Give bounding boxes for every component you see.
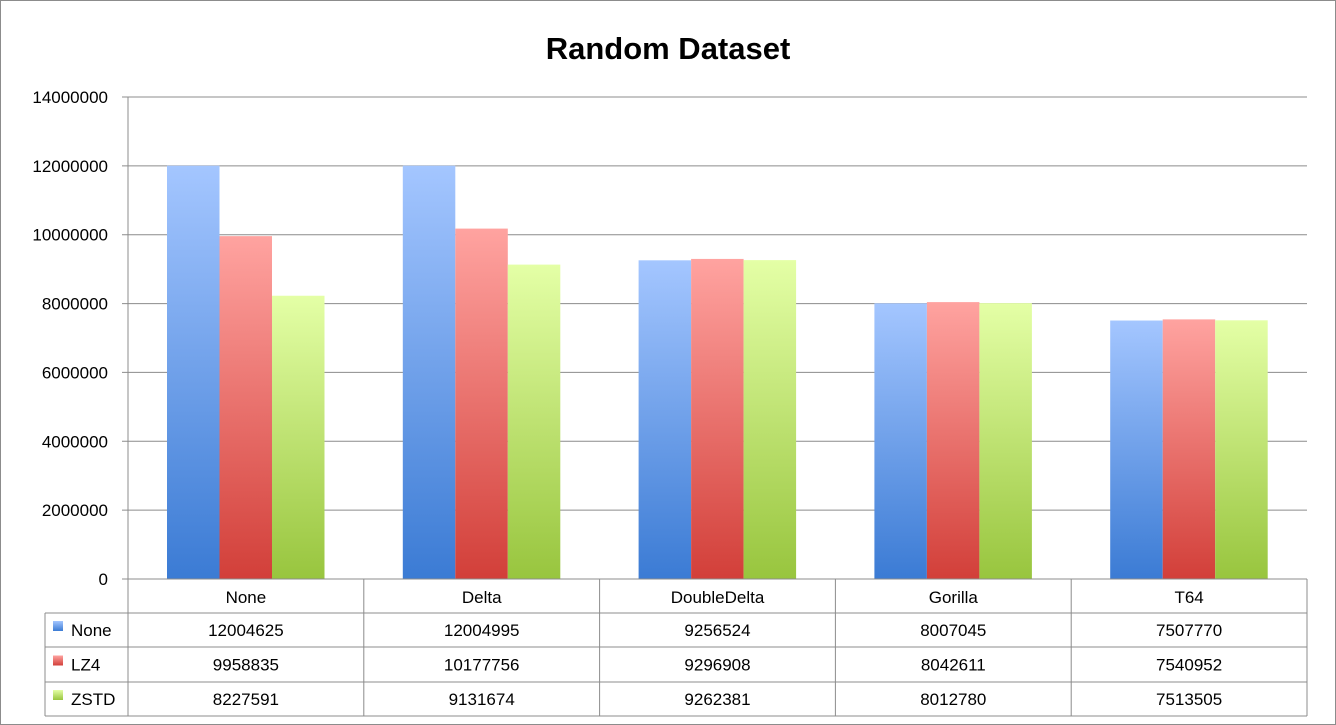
category-label: Gorilla (929, 588, 979, 607)
table-value: 9131674 (449, 690, 515, 709)
bar-none-doubledelta (638, 260, 692, 579)
y-tick-label: 12000000 (32, 157, 108, 176)
category-label: None (226, 588, 267, 607)
table-value: 12004995 (444, 621, 520, 640)
y-axis: 0 2000000 4000000 6000000 8000000 10000000 120… (32, 88, 129, 589)
bar-zstd-t64 (1215, 320, 1268, 579)
table-value: 9958835 (213, 656, 279, 675)
y-tick-label: 14000000 (32, 88, 108, 107)
chart-title: Random Dataset (546, 31, 791, 66)
category-label: Delta (462, 588, 502, 607)
bar-zstd-doubledelta (743, 260, 797, 579)
y-tick-label: 0 (99, 570, 108, 589)
y-tick-label: 10000000 (32, 226, 108, 245)
category-label: T64 (1174, 588, 1203, 607)
table-value: 9256524 (684, 621, 750, 640)
legend-label: LZ4 (71, 656, 100, 675)
bar-zstd-none (272, 295, 325, 579)
table-value: 8227591 (213, 690, 279, 709)
y-tick-label: 8000000 (42, 295, 108, 314)
legend-label: ZSTD (71, 690, 115, 709)
bars (167, 165, 1268, 579)
table-value: 8007045 (920, 621, 986, 640)
bar-none-none (167, 165, 220, 579)
data-table: None Delta DoubleDelta Gorilla T64 None 120046… (44, 578, 1308, 717)
bar-lz4-t64 (1162, 319, 1216, 579)
bar-none-gorilla (874, 303, 927, 579)
table-value: 8012780 (920, 690, 986, 709)
category-label: DoubleDelta (671, 588, 765, 607)
table-value: 12004625 (208, 621, 284, 640)
bar-lz4-gorilla (926, 302, 980, 579)
bar-zstd-delta (507, 264, 561, 579)
table-value: 10177756 (444, 656, 520, 675)
table-value: 9262381 (684, 690, 750, 709)
y-tick-label: 2000000 (42, 501, 108, 520)
table-value: 7540952 (1156, 656, 1222, 675)
legend-swatch (53, 690, 63, 700)
bar-none-t64 (1110, 320, 1163, 579)
bar-lz4-doubledelta (691, 258, 744, 579)
legend-swatch (53, 655, 63, 666)
table-value: 7507770 (1156, 621, 1222, 640)
bar-lz4-delta (455, 228, 508, 579)
legend-swatch (53, 621, 63, 631)
table-value: 8042611 (921, 656, 986, 675)
bar-lz4-none (219, 236, 272, 579)
y-tick-label: 6000000 (42, 363, 108, 382)
bar-none-delta (402, 165, 456, 579)
table-value: 9296908 (684, 656, 750, 675)
bar-zstd-gorilla (979, 303, 1032, 579)
legend-label: None (71, 621, 112, 640)
y-tick-label: 4000000 (42, 432, 108, 451)
table-value: 7513505 (1156, 690, 1222, 709)
